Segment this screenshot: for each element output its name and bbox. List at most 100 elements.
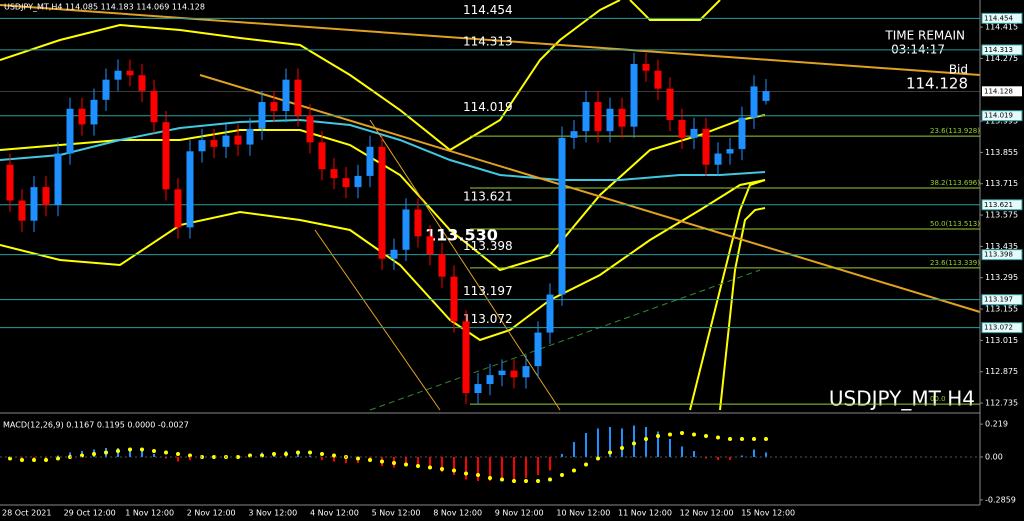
candle-body [738, 117, 746, 150]
signal-dot [740, 437, 744, 441]
signal-dot [380, 459, 384, 464]
level-box [981, 199, 1023, 211]
signal-dot [20, 458, 24, 462]
trend-line [199, 74, 981, 313]
dashed-line [369, 269, 761, 411]
x-tick-label: 2 Nov 12:00 [187, 509, 236, 518]
macd-bar [741, 455, 743, 457]
level-box [981, 322, 1023, 334]
macd-bar [57, 455, 59, 457]
candle-body [474, 384, 482, 393]
candle-body [690, 128, 698, 138]
indicators [0, 0, 981, 411]
y-tick-label: -0.2859 [985, 495, 1016, 504]
signal-dot [308, 450, 312, 455]
y-tick-label: 113.575 [985, 211, 1018, 220]
macd-bar [333, 457, 335, 462]
fib-label: 38.2(113.696) [930, 179, 980, 187]
candle-body [642, 64, 650, 71]
macd-bar [705, 457, 707, 459]
signal-dot [608, 450, 612, 455]
macd-bar [645, 427, 647, 457]
signal-dot [116, 449, 120, 453]
signal-dot [32, 458, 36, 462]
signal-dot [764, 437, 768, 441]
candle-body [654, 70, 662, 89]
macd-bar [477, 457, 479, 481]
candle-body [138, 75, 146, 91]
signal-dot [524, 479, 528, 483]
candle-body [498, 370, 506, 376]
candle-body [18, 200, 26, 221]
macd-bar [441, 457, 443, 472]
fib-label: 00.0 [930, 395, 946, 403]
bid-label: Bid [949, 63, 968, 77]
macd-bar [681, 446, 683, 457]
macd-bar [153, 454, 155, 457]
signal-dot [452, 468, 456, 473]
x-tick-label: 15 Nov 12:00 [741, 509, 795, 518]
bid-box [982, 86, 1022, 97]
x-tick-label: 1 Nov 12:00 [125, 509, 174, 518]
signal-dot [464, 471, 468, 476]
ma-cyan [0, 118, 766, 181]
candle-body [114, 70, 122, 80]
bid-box-label: 114.128 [984, 87, 1013, 95]
signal-dot [368, 458, 372, 462]
macd-bar [549, 457, 551, 471]
level-box [981, 294, 1023, 306]
candle-body [162, 122, 170, 190]
candle-body [150, 90, 158, 123]
x-tick-label: 9 Nov 12:00 [495, 509, 544, 518]
macd-bar [309, 455, 311, 457]
x-tick-label: 29 Oct 12:00 [64, 509, 116, 518]
candle-body [30, 187, 38, 221]
macd-bar [717, 457, 719, 460]
level-label: 113.197 [463, 284, 513, 298]
signal-dot [152, 449, 156, 453]
signal-dot [176, 452, 180, 456]
header: USDJPY_MT,H4 114.085 114.183 114.069 114… [4, 3, 205, 12]
macd-bar [129, 449, 131, 457]
signal-dot [536, 479, 540, 483]
macd-bar [345, 457, 347, 463]
level-box-label: 114.019 [984, 112, 1013, 120]
y-tick-label: 112.875 [985, 367, 1018, 376]
candle-body [54, 153, 62, 205]
x-tick-label: 28 Oct 2021 [2, 509, 51, 518]
macd-bar [141, 451, 143, 457]
level-box-label: 114.454 [984, 14, 1013, 22]
signal-dot [668, 432, 672, 437]
y-tick-label: 0.219 [985, 420, 1008, 429]
candle-body [306, 115, 314, 143]
y-tick-label: 113.295 [985, 273, 1018, 282]
signal-dot [560, 473, 564, 477]
candle-body [390, 249, 398, 259]
candle-body [534, 332, 542, 367]
signal-dot [164, 450, 168, 455]
candle-body [342, 178, 350, 188]
signal-dot [680, 431, 684, 435]
macd-bar [297, 452, 299, 457]
x-tick-label: 12 Nov 12:00 [680, 509, 734, 518]
candle-body [414, 209, 422, 237]
macd-bar [45, 457, 47, 459]
candle-body [42, 187, 50, 205]
candle-body [78, 108, 86, 125]
signal-dot [512, 479, 516, 483]
signal-dot [128, 447, 132, 452]
level-box [981, 12, 1023, 24]
y-tick-label: 113.155 [985, 305, 1018, 314]
x-tick-label: 5 Nov 12:00 [372, 509, 421, 518]
candle-body [282, 79, 290, 112]
signal-dot [56, 456, 60, 461]
macd-bar [753, 449, 755, 457]
x-tick-label: 11 Nov 12:00 [618, 509, 672, 518]
macd-bar [453, 457, 455, 475]
signal-dot [44, 458, 48, 462]
signal-dot [620, 446, 624, 450]
macd-bar [597, 428, 599, 457]
signal-dot [356, 456, 360, 461]
bid: 114.128 [906, 75, 968, 93]
